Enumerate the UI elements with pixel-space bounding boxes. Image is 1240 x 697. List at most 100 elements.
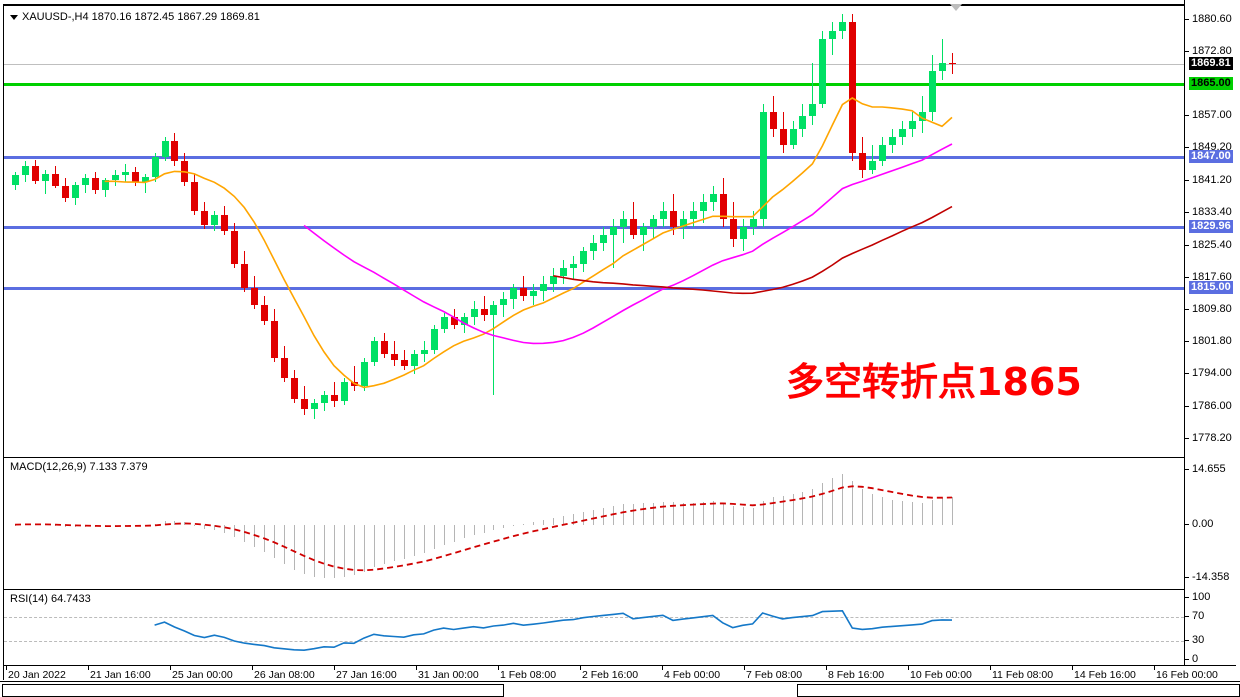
time-tick-label: 26 Jan 08:00 — [254, 669, 315, 681]
time-tick — [990, 666, 991, 670]
macd-histogram-bar — [274, 524, 276, 559]
macd-histogram-bar — [503, 524, 505, 528]
price-axis[interactable]: 1880.60 1872.80 1857.00 1849.20 1841.20 1833.… — [1184, 0, 1240, 694]
price-tick-label: 1880.60 — [1192, 12, 1232, 25]
macd-pane[interactable]: MACD(12,26,9) 7.133 7.379 — [4, 457, 1184, 587]
window-frame-left — [0, 4, 4, 680]
candle-body — [131, 172, 139, 182]
macd-histogram-bar — [204, 524, 206, 529]
macd-histogram-bar — [383, 524, 385, 564]
axis-tick — [1185, 276, 1189, 278]
macd-histogram-bar — [373, 524, 375, 567]
level-line-1847-00[interactable] — [4, 156, 1184, 160]
time-tick-label: 10 Feb 00:00 — [910, 669, 972, 681]
price-chart-pane[interactable]: XAUUSD-,H4 1870.16 1872.45 1867.29 1869.… — [4, 5, 1184, 455]
scrollbar-thumb[interactable] — [2, 684, 504, 697]
time-tick — [416, 666, 417, 670]
macd-histogram-bar — [44, 524, 46, 526]
candle-wick — [942, 38, 944, 80]
macd-histogram-bar — [94, 524, 96, 528]
macd-histogram-bar — [423, 524, 425, 554]
candle-body — [779, 128, 787, 146]
last-price-label[interactable]: 1869.81 — [1189, 57, 1233, 71]
macd-histogram-bar — [363, 524, 365, 572]
candle-body — [560, 267, 568, 276]
level-label-1815[interactable]: 1815.00 — [1189, 281, 1233, 295]
collapse-arrow-icon[interactable] — [950, 4, 962, 11]
level-line-1829-96[interactable] — [4, 226, 1184, 230]
candle-body — [450, 316, 458, 326]
candle-body — [410, 353, 418, 366]
horizontal-scrollbar[interactable] — [0, 681, 1240, 697]
level-label-1865[interactable]: 1865.00 — [1189, 76, 1233, 90]
candle-body — [221, 214, 229, 231]
candle-wick — [353, 366, 355, 391]
axis-tick — [1185, 18, 1189, 20]
candle-wick — [503, 292, 505, 317]
candle-body — [849, 22, 857, 154]
candle-body — [679, 218, 687, 227]
candle-body — [580, 251, 588, 264]
candle-body — [709, 194, 717, 203]
time-tick — [744, 666, 745, 670]
macd-histogram-bar — [184, 521, 186, 525]
time-tick — [170, 666, 171, 670]
axis-tick — [1185, 115, 1189, 117]
candle-body — [430, 329, 438, 350]
macd-histogram-bar — [493, 524, 495, 531]
candle-body — [769, 112, 777, 129]
macd-histogram-bar — [483, 524, 485, 534]
candle-body — [649, 218, 657, 227]
rsi-overlay — [154, 609, 953, 652]
candle-body — [480, 308, 488, 316]
candle-body — [789, 128, 797, 146]
macd-histogram-bar — [234, 524, 236, 538]
macd-histogram-bar — [672, 502, 674, 525]
macd-scale-label: 14.655 — [1192, 463, 1226, 475]
macd-histogram-bar — [34, 524, 36, 526]
candle-body — [171, 141, 179, 162]
price-tick-label: 1778.20 — [1192, 431, 1232, 444]
macd-histogram-bar — [872, 494, 874, 525]
candle-body — [630, 218, 638, 236]
candle-body — [669, 210, 677, 227]
time-tick — [334, 666, 335, 670]
time-axis[interactable]: 20 Jan 2022 21 Jan 16:00 25 Jan 00:00 26 Ja… — [4, 665, 1236, 682]
candle-body — [181, 161, 189, 182]
macd-histogram-bar — [942, 498, 944, 525]
level-line-1865-00[interactable] — [4, 82, 1184, 86]
candle-body — [420, 349, 428, 354]
axis-tick — [1185, 405, 1189, 407]
candle-body — [440, 316, 448, 330]
candle-body — [281, 357, 289, 379]
macd-histogram-bar — [333, 524, 335, 579]
macd-histogram-bar — [284, 524, 286, 565]
candle-body — [91, 177, 99, 191]
chevron-down-icon[interactable] — [10, 15, 18, 20]
scrollbar-thumb-secondary[interactable] — [797, 684, 1240, 697]
price-tick-label: 1833.40 — [1192, 206, 1232, 218]
macd-histogram-bar — [852, 481, 854, 525]
axis-tick — [1185, 615, 1189, 617]
macd-histogram-bar — [613, 505, 615, 525]
time-tick — [498, 666, 499, 670]
level-label-1847[interactable]: 1847.00 — [1189, 150, 1233, 164]
rsi-pane[interactable]: RSI(14) 64.7433 — [4, 589, 1184, 665]
candle-body — [739, 226, 747, 240]
time-tick — [908, 666, 909, 670]
candle-body — [350, 382, 358, 387]
level-label-1829[interactable]: 1829.96 — [1189, 220, 1233, 234]
price-tick-label: 1801.80 — [1192, 335, 1232, 348]
candle-body — [699, 202, 707, 211]
candle-body — [729, 218, 737, 240]
candle-body — [819, 38, 827, 105]
axis-tick — [1185, 373, 1189, 375]
time-tick — [1072, 666, 1073, 670]
candle-body — [460, 316, 468, 326]
macd-histogram-bar — [762, 501, 764, 525]
level-line-1815-00[interactable] — [4, 287, 1184, 291]
scrollbar-track[interactable] — [2, 683, 1240, 697]
macd-histogram-bar — [752, 508, 754, 525]
axis-tick — [1185, 147, 1189, 149]
macd-histogram-bar — [144, 524, 146, 526]
